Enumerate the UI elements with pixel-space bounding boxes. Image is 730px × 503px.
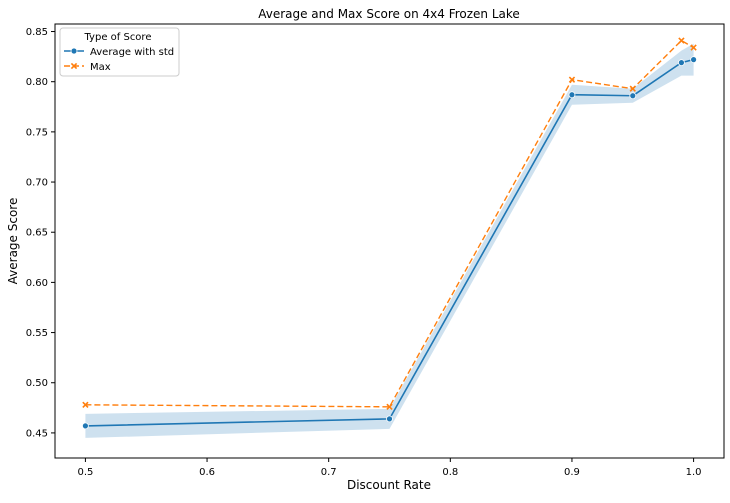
legend: Type of Score Average with std Max	[59, 27, 180, 77]
y-tick-label: 0.75	[26, 127, 48, 138]
plot-frame	[54, 23, 725, 459]
average-point	[82, 422, 89, 430]
y-tick-label: 0.50	[26, 378, 48, 389]
x-tick-label: 0.5	[77, 467, 93, 478]
x-tick-label: 1.0	[686, 467, 702, 478]
legend-entry-average: Average with std	[64, 47, 174, 58]
legend-marker-circle	[70, 47, 78, 55]
legend-entry-max: Max	[64, 62, 111, 73]
legend-label-max: Max	[90, 62, 111, 73]
max-point	[678, 37, 685, 44]
average-point	[678, 59, 685, 67]
max-point	[82, 401, 89, 408]
x-axis-label: Discount Rate	[347, 478, 431, 492]
average-line	[85, 58, 694, 427]
y-tick-label: 0.70	[26, 178, 48, 189]
legend-box	[59, 27, 180, 77]
max-point	[568, 76, 576, 83]
x-tick-label: 0.9	[564, 467, 580, 478]
y-tick-label: 0.85	[26, 27, 48, 38]
std-band	[85, 43, 694, 438]
chart-title: Average and Max Score on 4x4 Frozen Lake	[258, 7, 520, 21]
legend-label-average: Average with std	[90, 47, 174, 58]
legend-title: Type of Score	[84, 32, 152, 43]
y-tick-label: 0.60	[26, 278, 48, 289]
y-tick-label: 0.45	[26, 428, 48, 439]
y-tick-label: 0.80	[26, 77, 48, 88]
y-axis: 0.45 0.50 0.55 0.60 0.65 0.70 0.75 0.80 0.85	[26, 27, 55, 439]
max-point	[386, 403, 393, 410]
average-point	[629, 92, 637, 100]
x-axis: 0.5 0.6 0.7 0.8 0.9 1.0	[77, 458, 702, 478]
y-tick-label: 0.65	[26, 228, 48, 239]
x-tick-label: 0.8	[442, 467, 458, 478]
x-tick-label: 0.7	[321, 467, 337, 478]
plot-area	[82, 37, 697, 438]
y-tick-label: 0.55	[26, 328, 48, 339]
legend-marker-x	[70, 62, 78, 70]
average-point	[386, 415, 393, 423]
x-tick-label: 0.6	[199, 467, 215, 478]
average-point	[690, 56, 697, 64]
max-point	[690, 44, 697, 51]
average-point	[568, 91, 576, 99]
max-point	[629, 85, 636, 92]
y-axis-label: Average Score	[6, 198, 20, 285]
